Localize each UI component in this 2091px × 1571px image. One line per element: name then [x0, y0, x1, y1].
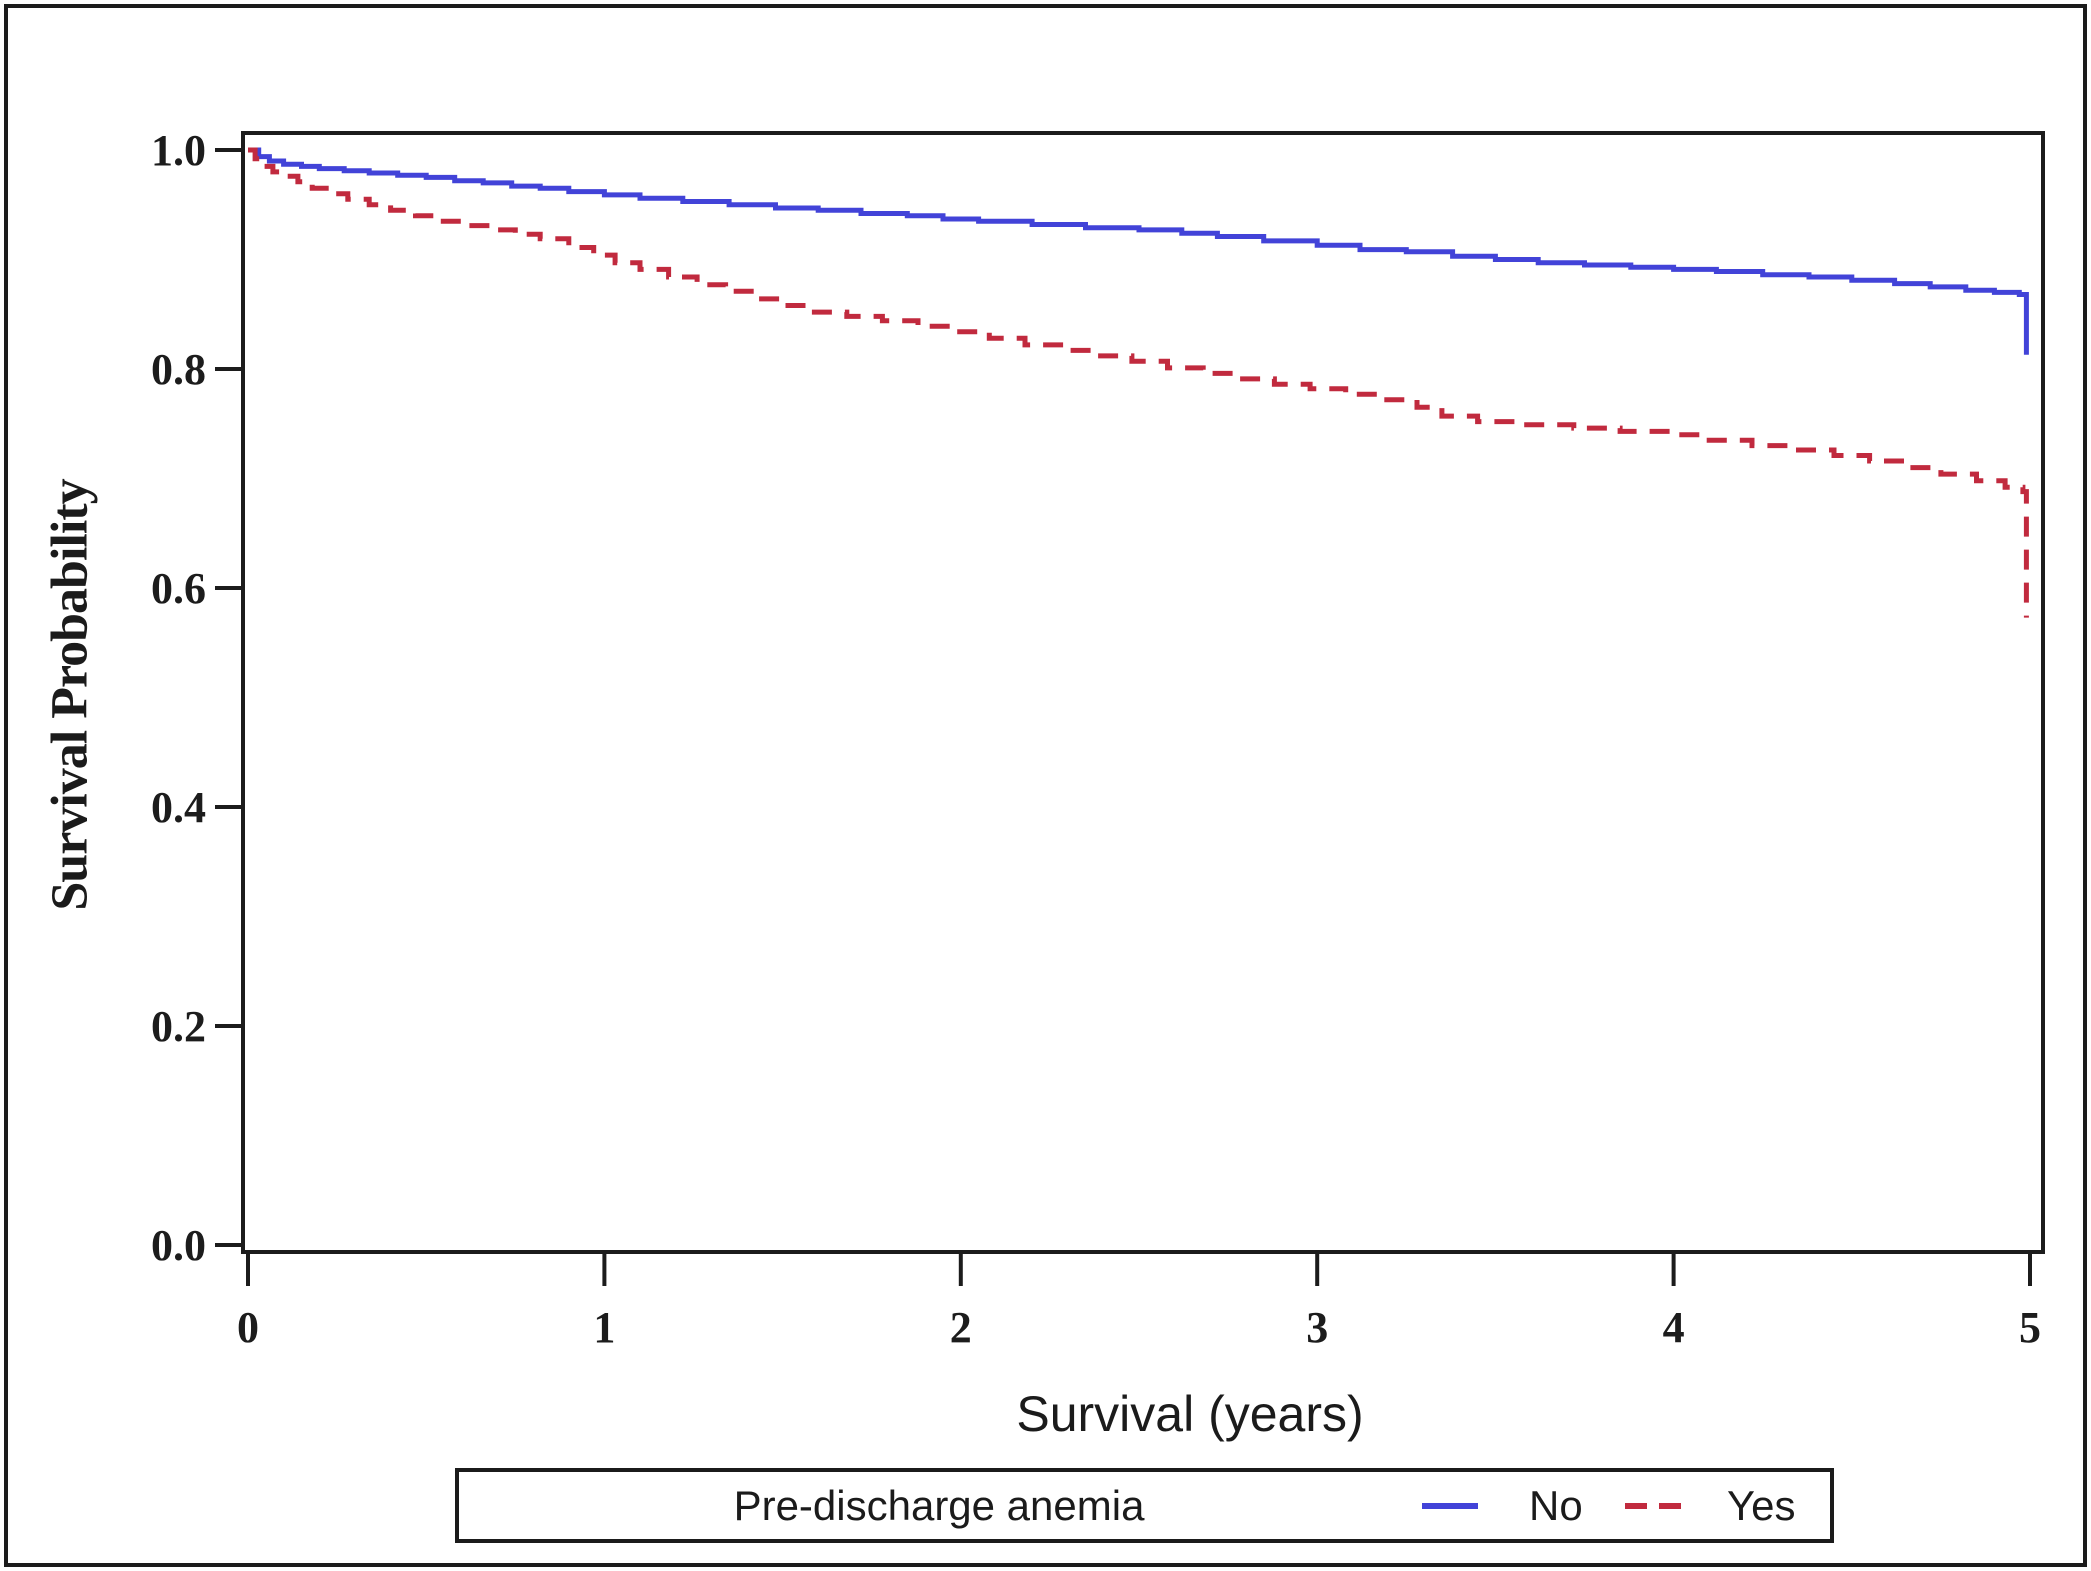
x-tick-label: 3 [1306, 1303, 1328, 1352]
plot-frame [241, 131, 2045, 1254]
y-tick-label: 0.2 [151, 1002, 206, 1051]
legend-box: Pre-discharge anemia No Yes [455, 1468, 1834, 1543]
y-axis-title: Survival Probability [41, 479, 99, 911]
y-tick-label: 1.0 [151, 126, 206, 175]
y-tick-label: 0.8 [151, 345, 206, 394]
legend-yes-dash-icon [1625, 1502, 1681, 1509]
legend-label-yes: Yes [1727, 1481, 1796, 1529]
series-yes-curve [248, 147, 2029, 618]
series-no-curve [248, 147, 2029, 355]
x-tick-label: 4 [1663, 1303, 1685, 1352]
x-tick-label: 5 [2019, 1303, 2041, 1352]
y-tick-label: 0.4 [151, 783, 206, 832]
x-tick-label: 2 [950, 1303, 972, 1352]
x-axis-title: Survival (years) [1016, 1386, 1364, 1442]
legend-no-line-icon [1422, 1502, 1478, 1509]
y-tick-label: 0.6 [151, 564, 206, 613]
legend-title: Pre-discharge anemia [733, 1481, 1145, 1529]
x-tick-label: 0 [237, 1303, 259, 1352]
legend-label-no: No [1529, 1481, 1583, 1529]
x-tick-label: 1 [593, 1303, 615, 1352]
y-tick-label: 0.0 [151, 1221, 206, 1270]
